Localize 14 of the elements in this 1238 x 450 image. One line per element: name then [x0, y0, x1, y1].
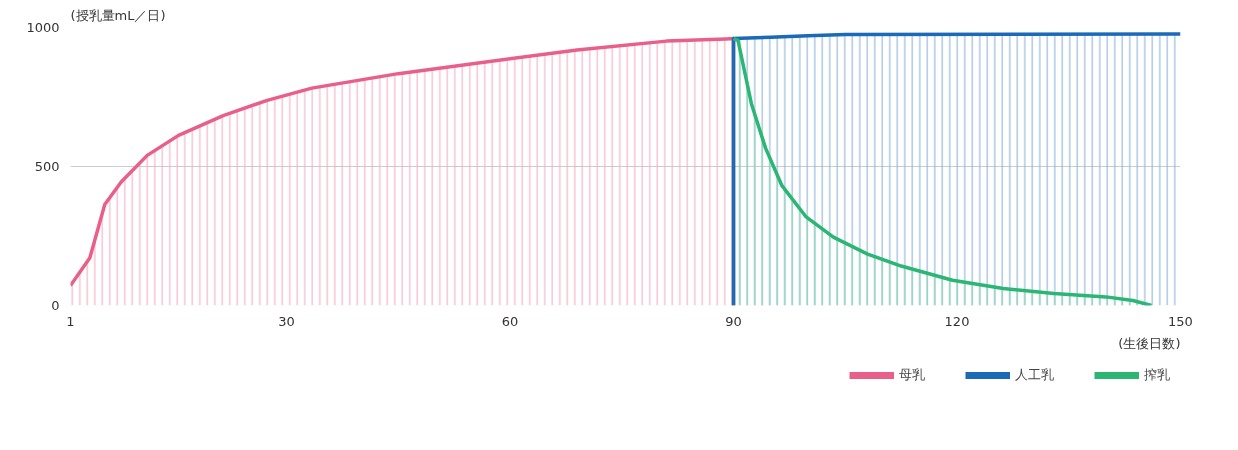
x-axis-title: (生後日数) — [1118, 335, 1181, 351]
x-tick-label: 90 — [725, 313, 742, 329]
x-tick-label: 60 — [501, 313, 519, 329]
x-tick-label: 30 — [278, 313, 295, 329]
y-tick-label: 1000 — [26, 20, 60, 35]
y-tick-label: 500 — [34, 159, 60, 174]
y-axis-title: (授乳量mL／日) — [70, 7, 166, 23]
legend-label: 人工乳 — [1015, 366, 1054, 384]
x-tick-label: 120 — [944, 313, 970, 329]
x-tick-label: 150 — [1168, 313, 1193, 329]
legend-label: 母乳 — [899, 366, 925, 384]
x-tick-label: 1 — [66, 313, 75, 329]
y-tick-label: 0 — [51, 298, 60, 313]
legend-label: 搾乳 — [1144, 366, 1170, 384]
